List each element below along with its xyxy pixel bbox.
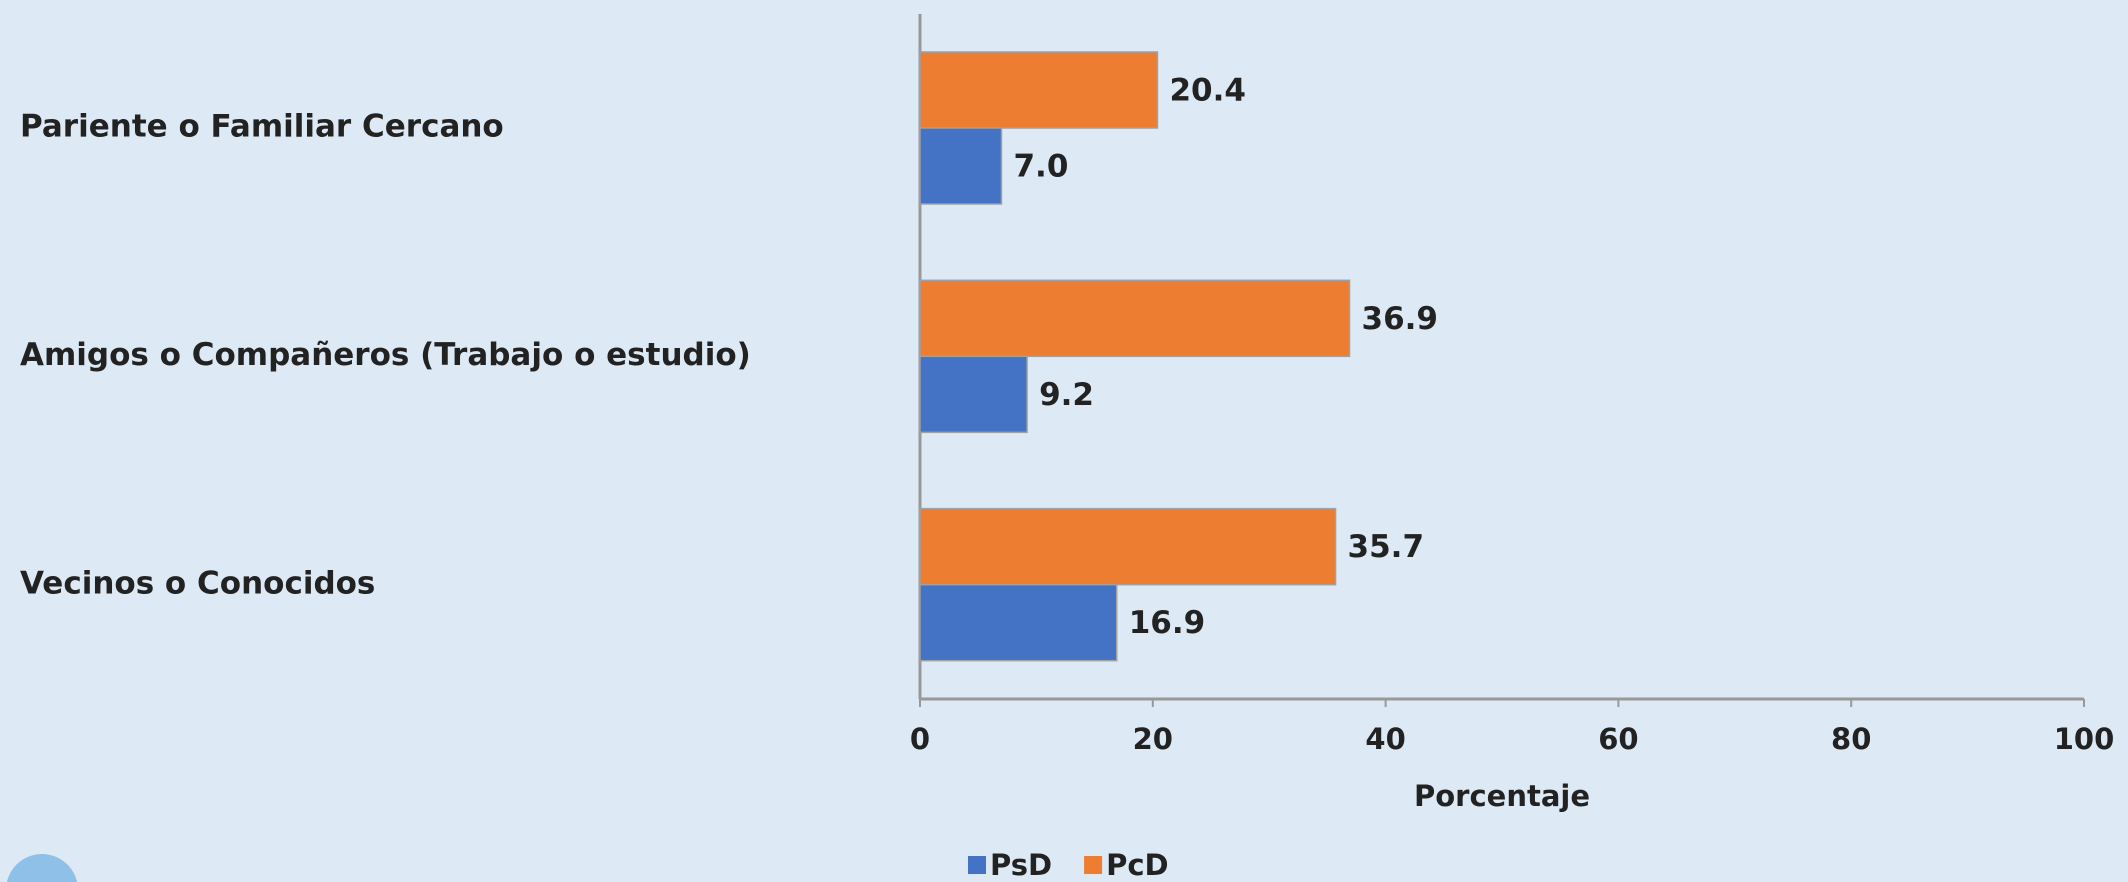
value-label: 9.2 [1039,377,1094,413]
x-tick-label: 60 [1598,722,1638,756]
bar [919,127,1003,205]
x-tick-label: 40 [1365,722,1405,756]
category-label: Vecinos o Conocidos [20,565,375,601]
bar [919,507,1337,586]
x-tick-label: 100 [2054,722,2115,756]
bar [919,279,1351,358]
x-tick-label: 0 [910,722,930,756]
bar [919,51,1159,129]
x-tick-label: 80 [1831,722,1871,756]
category-label: Pariente o Familiar Cercano [20,109,504,145]
legend-swatch [1084,856,1103,874]
legend-label: PsD [990,848,1052,882]
value-label: 7.0 [1013,149,1068,185]
bar [919,355,1028,434]
value-label: 35.7 [1348,529,1425,565]
x-axis-label: Porcentaje [1414,779,1590,813]
value-label: 20.4 [1169,73,1246,109]
value-label: 16.9 [1129,605,1206,641]
category-label: Amigos o Compañeros (Trabajo o estudio) [20,337,751,373]
legend-swatch [968,856,986,874]
decoration [6,854,78,882]
bar [919,583,1118,662]
x-tick-label: 20 [1133,722,1173,756]
legend-label: PcD [1106,848,1169,882]
value-label: 36.9 [1362,301,1439,337]
